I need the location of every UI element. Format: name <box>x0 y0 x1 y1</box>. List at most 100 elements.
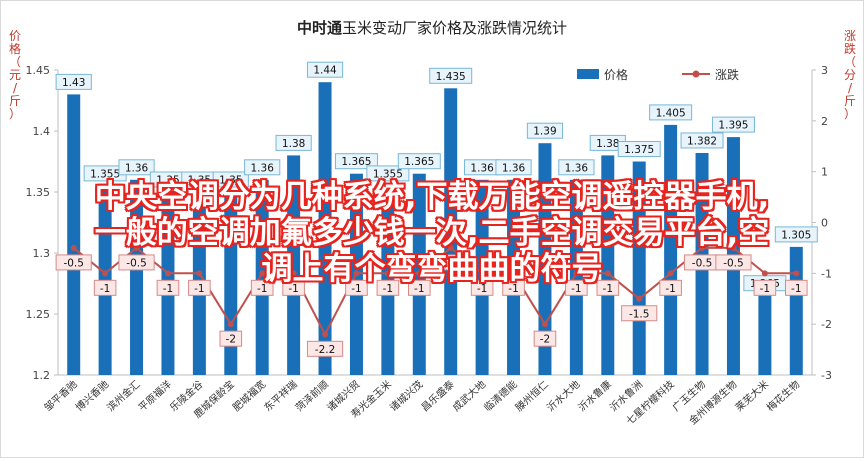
line-data-label-box <box>407 279 431 296</box>
line-point <box>573 270 580 277</box>
line-point <box>667 270 674 277</box>
bar-data-label-box <box>526 122 564 139</box>
legend-line-label: 涨跌 <box>715 67 739 82</box>
bar-data-label-box <box>617 141 661 157</box>
bar <box>130 179 144 375</box>
line-data-label: -1 <box>288 283 298 295</box>
line-data-label: -1 <box>477 283 487 295</box>
bar-data-label-box <box>118 159 155 176</box>
y-right-tick-label: 1 <box>821 166 828 179</box>
line-data-label: -1 <box>383 283 393 295</box>
line-point <box>761 270 768 277</box>
line-point <box>102 270 109 277</box>
y-left-tick-label: 1.3 <box>33 247 51 260</box>
line-data-label-box <box>470 279 494 296</box>
line-point <box>541 321 548 328</box>
bar-data-label: 1.39 <box>533 126 556 138</box>
line-data-label-box <box>345 279 368 296</box>
line-data-label: -1.5 <box>629 308 650 320</box>
y-left-tick-label: 1.25 <box>26 308 51 321</box>
line-data-label: -1 <box>100 283 110 295</box>
y-right-tick-label: -2 <box>821 318 832 331</box>
bar <box>67 94 81 376</box>
legend-line-marker <box>692 70 700 78</box>
bar-data-label: 1.355 <box>90 168 120 180</box>
bar-data-label: 1.38 <box>596 138 619 150</box>
line-point <box>353 270 360 277</box>
bar-data-label-box <box>306 61 344 78</box>
bar-data-label-box <box>212 171 249 188</box>
y-axis-left-title: 价格（元/斤） <box>9 29 21 121</box>
bar-data-label: 1.382 <box>687 135 717 147</box>
bar <box>318 82 332 375</box>
overlay-text-line-3: 调上有个弯弯曲曲的符号 <box>261 251 603 287</box>
bar-data-label: 1.365 <box>341 156 371 168</box>
line-data-label: -0.5 <box>63 257 84 269</box>
bar-data-label: 1.35 <box>188 175 211 187</box>
bar-data-label: 1.36 <box>565 162 589 174</box>
bar-data-label: 1.305 <box>781 229 811 241</box>
bar-data-label-box <box>558 159 595 176</box>
line-data-label: -2 <box>540 334 550 346</box>
line-data-label: -1 <box>665 283 675 295</box>
bar-data-label: 1.44 <box>313 65 337 77</box>
line-data-label-box <box>565 279 588 296</box>
chart-title-bold: 中时通 <box>297 19 342 37</box>
legend-bar-swatch <box>577 69 599 79</box>
bar-data-label-box <box>495 159 532 176</box>
line-data-label: -1 <box>194 283 204 295</box>
line-point <box>290 270 297 277</box>
line-data-label-box <box>596 279 620 296</box>
bar-data-label-box <box>774 226 818 243</box>
line-point <box>730 244 737 251</box>
bar-data-label-box <box>55 73 92 90</box>
y-right-tick-label: 2 <box>821 115 828 128</box>
line-data-label-box <box>250 279 274 296</box>
line-data-label-box <box>376 279 400 296</box>
y-axis-left-label: 价格（元/斤） <box>9 29 21 121</box>
line-data-label: -1 <box>571 283 581 295</box>
line-data-label-box <box>659 279 682 296</box>
line-data-label: -1 <box>257 283 267 295</box>
line-point <box>70 244 77 251</box>
bar-data-label: 1.43 <box>62 77 85 89</box>
bar-data-label: 1.365 <box>404 156 434 168</box>
bar <box>224 192 238 375</box>
bar-data-label: 1.36 <box>251 162 275 174</box>
line-data-label-box <box>432 254 469 271</box>
line-data-label: -1 <box>351 283 361 295</box>
line-point <box>384 270 391 277</box>
line-data-label-box <box>533 330 557 347</box>
line-data-label-box <box>188 279 211 296</box>
line-point <box>510 270 517 277</box>
bar-data-label: 1.435 <box>436 71 466 83</box>
bar-data-label-box <box>275 134 312 151</box>
line-data-label: -1 <box>603 283 613 295</box>
y-right-tick-label: -1 <box>821 267 832 280</box>
line-data-label-box <box>621 305 658 322</box>
y-axis-right-title: 涨跌（分/斤） <box>844 28 856 121</box>
y-left-tick-label: 1.4 <box>33 125 51 138</box>
line-point <box>322 331 329 338</box>
y-left-tick-label: 1.45 <box>26 64 51 77</box>
line-point <box>164 270 171 277</box>
overlay-text-line-1: 中央空调分为几种系统,下载万能空调遥控器手机, <box>94 179 770 215</box>
y-right-tick-label: 3 <box>821 64 828 77</box>
line-data-label-box <box>784 279 808 296</box>
line-point <box>196 270 203 277</box>
bar-data-label-box <box>334 153 378 170</box>
bar-data-label: 1.36 <box>502 162 526 174</box>
line-data-label-box <box>753 279 777 296</box>
line-data-label: -2.2 <box>315 344 336 356</box>
bar-data-label-box <box>711 116 755 133</box>
line-data-label: -0.5 <box>723 257 744 269</box>
y-right-tick-label: 0 <box>821 217 828 230</box>
bar <box>507 179 521 375</box>
chart-title: 中时通玉米变动厂家价格及涨跌情况统计 <box>297 19 567 37</box>
line-data-label-box <box>282 279 305 296</box>
bar <box>632 161 646 375</box>
bar-data-label: 1.375 <box>624 144 654 156</box>
bar <box>569 179 583 375</box>
line-point <box>447 244 454 251</box>
line-data-label: -0.5 <box>126 257 147 269</box>
